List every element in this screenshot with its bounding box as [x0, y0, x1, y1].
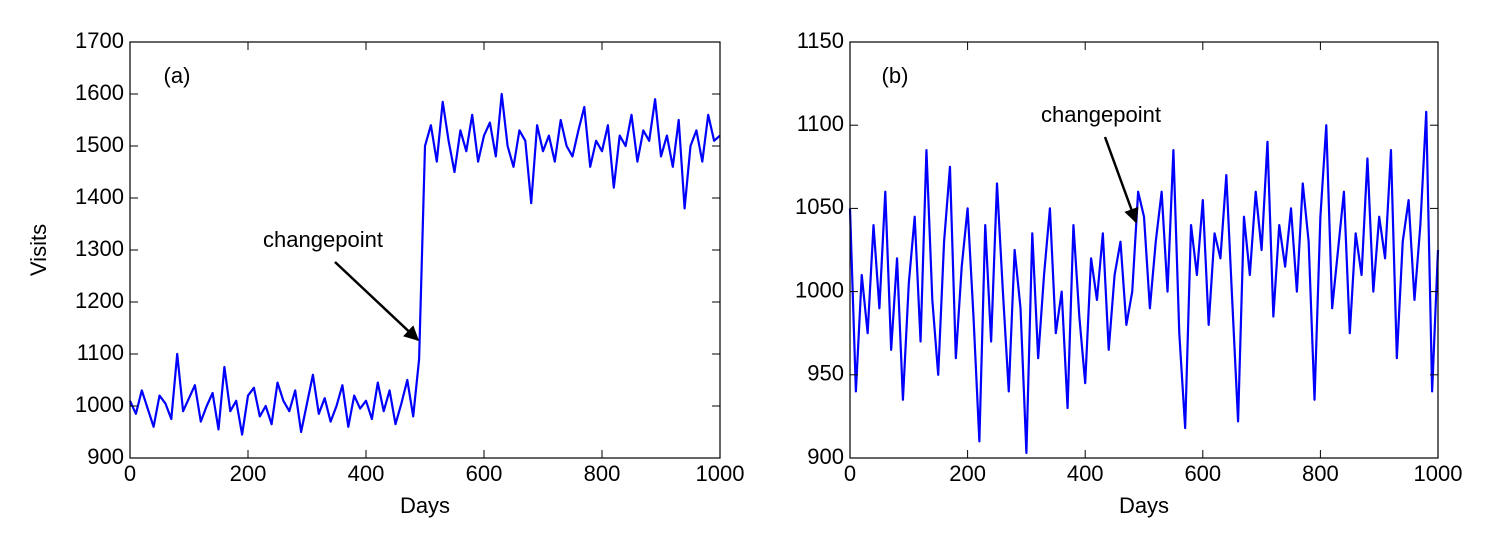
y-axis-label: Visits [26, 224, 51, 276]
x-tick-label: 200 [230, 461, 267, 486]
data-line [848, 110, 1440, 455]
y-tick-label: 1050 [795, 194, 844, 219]
x-axis-label: Days [1119, 493, 1169, 518]
y-tick-label: 1200 [75, 288, 124, 313]
panel-label: (a) [164, 63, 191, 88]
y-tick-label: 1100 [797, 111, 844, 136]
y-tick-label: 1700 [75, 28, 124, 53]
data-line [128, 92, 721, 436]
x-tick-label: 800 [1302, 461, 1339, 486]
y-tick-label: 1600 [75, 80, 124, 105]
y-tick-label: 1300 [75, 236, 124, 261]
y-tick-label: 1150 [797, 28, 844, 53]
y-tick-label: 950 [807, 361, 844, 386]
y-tick-label: 1000 [75, 392, 124, 417]
annotation-arrow [334, 261, 420, 342]
x-tick-label: 1000 [1414, 461, 1463, 486]
x-tick-label: 400 [1067, 461, 1104, 486]
x-axis-label: Days [400, 493, 450, 518]
annotation-arrow [1103, 136, 1139, 224]
y-tick-label: 900 [807, 444, 844, 469]
x-tick-label: 600 [466, 461, 503, 486]
y-tick-label: 1400 [75, 184, 124, 209]
panel-label: (b) [882, 63, 909, 88]
annotation: changepoint [263, 227, 383, 252]
x-tick-label: 400 [348, 461, 385, 486]
axes-frame [849, 41, 1439, 459]
x-tick-label: 0 [124, 461, 136, 486]
x-tick-label: 600 [1184, 461, 1221, 486]
axes-frame [129, 41, 721, 459]
y-tick-label: 900 [87, 444, 124, 469]
y-tick-label: 1000 [795, 277, 844, 302]
x-tick-label: 1000 [696, 461, 745, 486]
x-tick-label: 800 [584, 461, 621, 486]
annotation: changepoint [1041, 102, 1161, 127]
y-tick-label: 1100 [77, 340, 124, 365]
x-tick-label: 200 [949, 461, 986, 486]
y-tick-label: 1500 [75, 132, 124, 157]
x-tick-label: 0 [844, 461, 856, 486]
